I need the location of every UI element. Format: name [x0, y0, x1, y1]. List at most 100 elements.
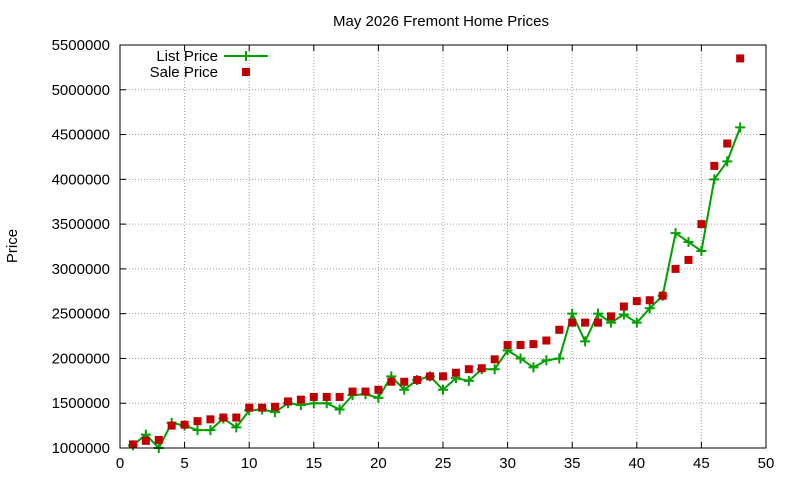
data-point: [644, 303, 655, 314]
data-point: [464, 365, 473, 374]
legend-marker: [241, 51, 251, 61]
data-point: [309, 392, 318, 401]
data-point: [387, 377, 396, 386]
x-tick-label: 0: [116, 455, 124, 472]
y-tick-label: 1000000: [52, 440, 110, 457]
data-point: [413, 375, 422, 384]
data-point: [542, 336, 551, 345]
data-point: [205, 425, 216, 436]
data-point: [683, 237, 694, 248]
data-point: [167, 421, 176, 430]
data-point: [477, 364, 486, 373]
data-point: [515, 353, 526, 364]
x-tick-label: 5: [180, 455, 188, 472]
data-point: [438, 384, 448, 395]
y-tick-label: 4500000: [52, 127, 110, 144]
data-point: [593, 308, 604, 319]
x-tick-label: 20: [370, 455, 387, 472]
data-point: [594, 318, 603, 327]
chart-title: May 2026 Fremont Home Prices: [333, 13, 549, 30]
data-point: [555, 325, 564, 334]
data-point: [231, 422, 242, 433]
data-point: [451, 368, 460, 377]
data-point: [619, 302, 628, 311]
data-point: [503, 341, 512, 350]
data-point: [439, 372, 447, 381]
data-series: [127, 54, 746, 453]
x-tick-label: 25: [435, 455, 452, 472]
data-point: [334, 404, 345, 415]
data-point: [489, 364, 500, 375]
data-point: [580, 336, 591, 347]
data-point: [670, 228, 681, 239]
data-point: [154, 435, 163, 444]
data-point: [258, 403, 267, 412]
series-line: [132, 127, 742, 450]
data-point: [632, 297, 641, 306]
data-point: [554, 353, 565, 364]
y-tick-label: 2500000: [52, 306, 110, 323]
data-point: [232, 413, 241, 422]
data-point: [348, 387, 357, 396]
plot-frame: [119, 44, 767, 449]
data-point: [709, 174, 720, 185]
data-point: [696, 245, 707, 256]
data-point: [426, 372, 435, 381]
data-point: [516, 341, 525, 350]
y-tick-label: 4000000: [52, 171, 110, 188]
data-point: [271, 402, 280, 411]
data-point: [568, 318, 577, 327]
y-axis-label: Price: [4, 229, 21, 263]
data-point: [645, 296, 654, 305]
y-tick-label: 5000000: [52, 82, 110, 99]
data-point: [374, 385, 383, 394]
axis-ticks: 0 5 10 15 20 25 30 35 40 45 50 1000000 1500000 200000…: [52, 37, 775, 472]
data-point: [128, 440, 137, 449]
x-tick-label: 10: [241, 455, 258, 472]
data-point: [373, 392, 384, 403]
legend-marker: [242, 68, 250, 76]
data-point: [463, 375, 474, 386]
data-point: [671, 264, 680, 273]
data-point: [490, 355, 499, 364]
data-point: [581, 318, 590, 327]
data-point: [528, 362, 539, 373]
y-tick-label: 3000000: [52, 261, 110, 278]
data-point: [631, 317, 642, 328]
data-point: [193, 417, 202, 426]
data-point: [335, 392, 344, 401]
x-tick-label: 45: [693, 455, 710, 472]
data-point: [710, 161, 719, 170]
data-point: [180, 420, 189, 429]
y-tick-label: 3500000: [52, 216, 110, 233]
series-list-price: [127, 122, 746, 453]
y-tick-label: 5500000: [52, 37, 110, 54]
data-point: [245, 403, 254, 412]
data-point: [736, 54, 745, 63]
data-point: [618, 309, 629, 320]
data-point: [723, 139, 732, 148]
data-point: [399, 384, 410, 395]
legend-label: Sale Price: [150, 64, 218, 81]
data-point: [697, 220, 706, 229]
x-tick-label: 40: [628, 455, 645, 472]
x-tick-label: 15: [305, 455, 322, 472]
data-point: [658, 291, 667, 300]
legend-label: List Price: [156, 48, 218, 65]
data-point: [735, 122, 746, 133]
x-tick-label: 30: [499, 455, 516, 472]
data-point: [541, 355, 552, 366]
data-point: [322, 392, 331, 401]
x-tick-label: 50: [758, 455, 775, 472]
data-point: [722, 156, 733, 167]
data-point: [206, 415, 215, 424]
data-point: [141, 436, 150, 445]
data-point: [283, 397, 292, 406]
data-point: [192, 425, 203, 436]
data-point: [529, 340, 538, 349]
data-point: [684, 255, 693, 264]
x-tick-label: 35: [564, 455, 581, 472]
y-tick-label: 2000000: [52, 350, 110, 367]
